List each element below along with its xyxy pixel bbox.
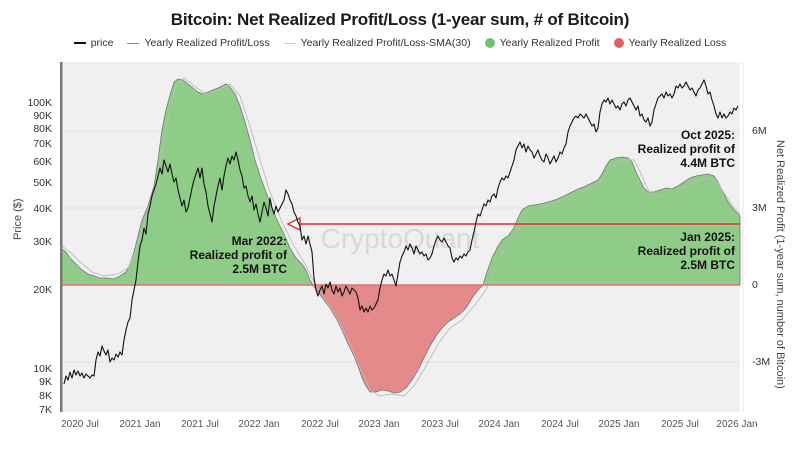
annotation-line: Realized profit of bbox=[637, 244, 735, 258]
left-axis-label: Price ($) bbox=[12, 198, 24, 240]
left-tick: 9K bbox=[39, 376, 52, 388]
left-tick: 30K bbox=[33, 236, 52, 248]
x-tick: 2024 Jul bbox=[541, 419, 579, 430]
legend-label: price bbox=[90, 37, 114, 49]
annotation-line: 2.5M BTC bbox=[680, 258, 735, 272]
right-tick: 6M bbox=[752, 125, 767, 137]
annotation-line: Mar 2022: bbox=[231, 234, 287, 248]
annotation-line: 4.4M BTC bbox=[680, 156, 735, 170]
annotation-line: Realized profit of bbox=[637, 142, 735, 156]
watermark: CryptoQuant bbox=[321, 223, 480, 254]
x-tick: 2022 Jan bbox=[238, 419, 280, 430]
legend-item-profit[interactable]: Yearly Realized Profit bbox=[484, 37, 600, 49]
left-tick: 20K bbox=[33, 284, 52, 296]
left-tick: 7K bbox=[39, 404, 52, 416]
annotation-mar-2022: Mar 2022: Realized profit of 2.5M BTC bbox=[180, 234, 287, 276]
x-tick: 2021 Jul bbox=[181, 419, 219, 430]
line-swatch-icon bbox=[283, 42, 296, 44]
dot-swatch-icon bbox=[613, 38, 624, 48]
right-tick: 0 bbox=[752, 279, 758, 291]
x-tick: 2024 Jan bbox=[478, 419, 520, 430]
annotation-oct-2025: Oct 2025: Realized profit of 4.4M BTC bbox=[620, 128, 735, 170]
left-tick: 8K bbox=[39, 390, 52, 402]
left-tick: 80K bbox=[33, 123, 52, 135]
legend-item-yearly-pl[interactable]: Yearly Realized Profit/Loss bbox=[127, 37, 270, 49]
x-tick: 2021 Jan bbox=[119, 419, 161, 430]
price-line bbox=[63, 79, 739, 385]
legend-item-sma[interactable]: Yearly Realized Profit/Loss-SMA(30) bbox=[283, 37, 471, 49]
annotation-jan-2025: Jan 2025: Realized profit of 2.5M BTC bbox=[620, 230, 735, 272]
annotation-line: Oct 2025: bbox=[680, 128, 735, 142]
left-axis-line bbox=[60, 62, 63, 412]
right-tick: 3M bbox=[752, 202, 767, 214]
x-tick: 2025 Jul bbox=[661, 419, 699, 430]
x-tick: 2022 Jul bbox=[301, 419, 339, 430]
left-tick: 60K bbox=[33, 156, 52, 168]
legend-item-price[interactable]: price bbox=[73, 37, 114, 49]
dot-swatch-icon bbox=[484, 38, 495, 48]
left-tick: 10K bbox=[33, 363, 52, 375]
annotation-line: Jan 2025: bbox=[680, 230, 735, 244]
x-tick: 2026 Jan bbox=[716, 419, 758, 430]
x-tick: 2025 Jan bbox=[598, 419, 640, 430]
legend-label: Yearly Realized Profit/Loss-SMA(30) bbox=[300, 37, 471, 49]
x-tick: 2023 Jul bbox=[421, 419, 459, 430]
legend: price Yearly Realized Profit/Loss Yearly… bbox=[0, 37, 800, 49]
legend-item-loss[interactable]: Yearly Realized Loss bbox=[613, 37, 727, 49]
x-tick: 2020 Jul bbox=[61, 419, 99, 430]
line-swatch-icon bbox=[73, 42, 86, 44]
annotation-line: Realized profit of bbox=[189, 248, 287, 262]
right-tick: -3M bbox=[752, 356, 771, 368]
right-axis-label: Net Realized Profit (1-year sum, number … bbox=[774, 140, 786, 389]
chart-title: Bitcoin: Net Realized Profit/Loss (1-yea… bbox=[170, 10, 630, 29]
legend-label: Yearly Realized Profit bbox=[499, 37, 600, 49]
loss-area bbox=[312, 284, 484, 394]
legend-label: Yearly Realized Profit/Loss bbox=[144, 37, 270, 49]
sma-line bbox=[61, 77, 741, 397]
x-tick: 2023 Jan bbox=[358, 419, 400, 430]
arrow-head-icon bbox=[286, 216, 301, 232]
line-swatch-icon bbox=[127, 42, 140, 44]
legend-label: Yearly Realized Loss bbox=[628, 37, 727, 49]
left-tick: 50K bbox=[33, 177, 52, 189]
left-tick: 40K bbox=[33, 203, 52, 215]
annotation-line: 2.5M BTC bbox=[232, 262, 287, 276]
left-tick: 70K bbox=[33, 138, 52, 150]
left-tick: 100K bbox=[27, 97, 52, 109]
left-tick: 90K bbox=[33, 110, 52, 122]
